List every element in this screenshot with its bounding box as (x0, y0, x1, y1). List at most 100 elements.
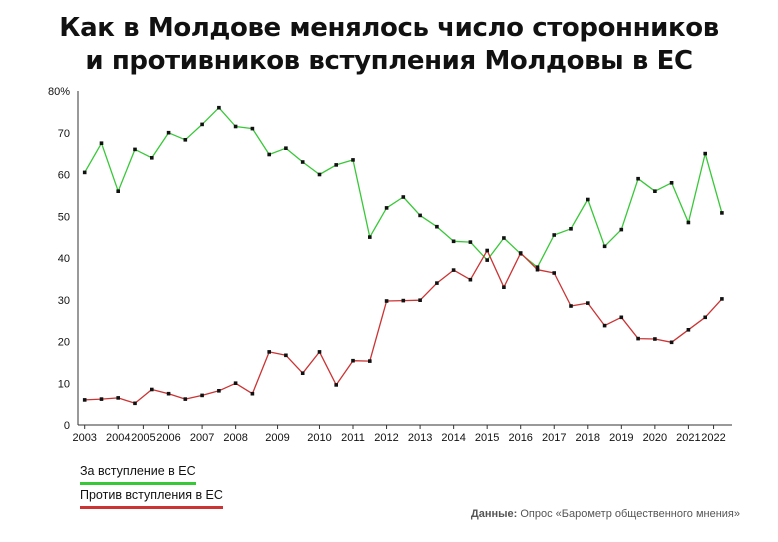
legend-label-against: Против вступления в ЕС (80, 488, 223, 509)
x-tick-label: 2020 (643, 432, 667, 444)
data-point (418, 213, 422, 218)
x-tick-label: 2017 (542, 432, 566, 444)
data-point (217, 105, 221, 110)
data-point (686, 328, 691, 332)
data-point (317, 172, 322, 177)
x-tick-label: 2004 (106, 432, 130, 444)
x-tick-label: 2008 (223, 432, 247, 444)
data-point (200, 122, 204, 127)
data-point (468, 240, 473, 244)
legend-label-for: За вступление в ЕС (80, 464, 196, 485)
y-tick-label: 80% (48, 86, 70, 98)
data-point (703, 315, 707, 320)
data-point (619, 315, 624, 320)
data-point (133, 401, 137, 406)
x-tick-label: 2019 (609, 432, 633, 444)
x-tick-label: 2018 (576, 432, 600, 444)
data-point (586, 197, 590, 202)
data-point (703, 151, 707, 156)
data-point (602, 323, 607, 328)
y-tick-label: 30 (58, 295, 70, 307)
source-prefix: Данные: (470, 508, 518, 520)
x-tick-label: 2016 (508, 432, 532, 444)
y-tick-label: 10 (58, 378, 70, 390)
data-point (569, 227, 573, 231)
data-point (334, 163, 338, 167)
data-point (82, 170, 87, 175)
y-tick-label: 40 (58, 253, 70, 265)
x-tick-label: 2010 (307, 432, 331, 444)
series-line (84, 249, 723, 404)
x-tick-label: 2012 (374, 432, 398, 444)
series-layer (82, 105, 724, 406)
data-point (384, 299, 389, 303)
data-point (150, 156, 154, 160)
data-point (669, 340, 674, 345)
data-point (502, 236, 506, 240)
y-tick-label: 20 (58, 337, 70, 349)
data-point (586, 301, 590, 305)
data-point (200, 393, 204, 398)
data-point (435, 224, 439, 229)
data-point (334, 383, 338, 387)
x-tick-label: 2021 (676, 432, 700, 444)
data-point (233, 124, 238, 129)
legend-item-for: За вступление в ЕС (80, 464, 196, 485)
data-point (435, 281, 439, 285)
data-point (485, 258, 489, 262)
data-point (451, 239, 456, 244)
source-note: Данные: Опрос «Барометр общественного мн… (471, 508, 740, 520)
x-tick-label: 2007 (190, 432, 214, 444)
x-tick-label: 2013 (408, 432, 432, 444)
y-tick-label: 0 (64, 420, 70, 432)
data-point (669, 181, 674, 185)
data-point (686, 220, 691, 225)
y-axis: 0 10 20 30 40 50 60 70 80% (48, 86, 79, 432)
data-point (300, 160, 305, 164)
data-point (233, 381, 238, 385)
data-point (401, 195, 406, 199)
data-point (384, 206, 389, 210)
data-point (720, 297, 724, 301)
series-against (82, 248, 724, 406)
data-point (653, 189, 657, 193)
data-point (468, 277, 473, 282)
data-point (166, 130, 171, 135)
x-tick-label: 2003 (72, 432, 96, 444)
data-point (116, 189, 120, 193)
data-point (166, 391, 171, 396)
data-point (485, 248, 489, 253)
x-tick-label: 2005 (131, 432, 155, 444)
data-point (368, 235, 372, 239)
y-tick-label: 70 (58, 128, 70, 140)
data-point (267, 152, 271, 157)
data-point (569, 304, 573, 308)
data-point (351, 158, 355, 162)
data-point (535, 267, 540, 272)
x-axis: 2003 2004 2005 2006 2007 2008 2009 2010 2011 2012… (72, 424, 732, 444)
data-point (518, 251, 523, 255)
data-point (116, 396, 120, 400)
data-point (99, 397, 104, 401)
data-point (368, 359, 372, 363)
data-point (183, 397, 188, 401)
data-point (552, 271, 556, 275)
data-point (636, 176, 640, 181)
data-point (82, 398, 87, 402)
data-point (602, 244, 607, 249)
data-point (619, 227, 624, 232)
x-tick-label: 2022 (701, 432, 725, 444)
data-point (418, 298, 422, 302)
chart-title-line-2: и противников вступления Молдовы в ЕС (85, 46, 693, 76)
data-point (133, 147, 137, 152)
data-point (535, 265, 540, 269)
series-for (82, 105, 724, 269)
chart-title: Как в Молдове менялось число сторонников… (0, 12, 778, 78)
data-point (451, 268, 456, 272)
x-tick-label: 2015 (475, 432, 499, 444)
data-point (267, 350, 271, 354)
data-point (300, 371, 305, 375)
data-point (653, 337, 657, 341)
x-tick-label: 2009 (265, 432, 289, 444)
